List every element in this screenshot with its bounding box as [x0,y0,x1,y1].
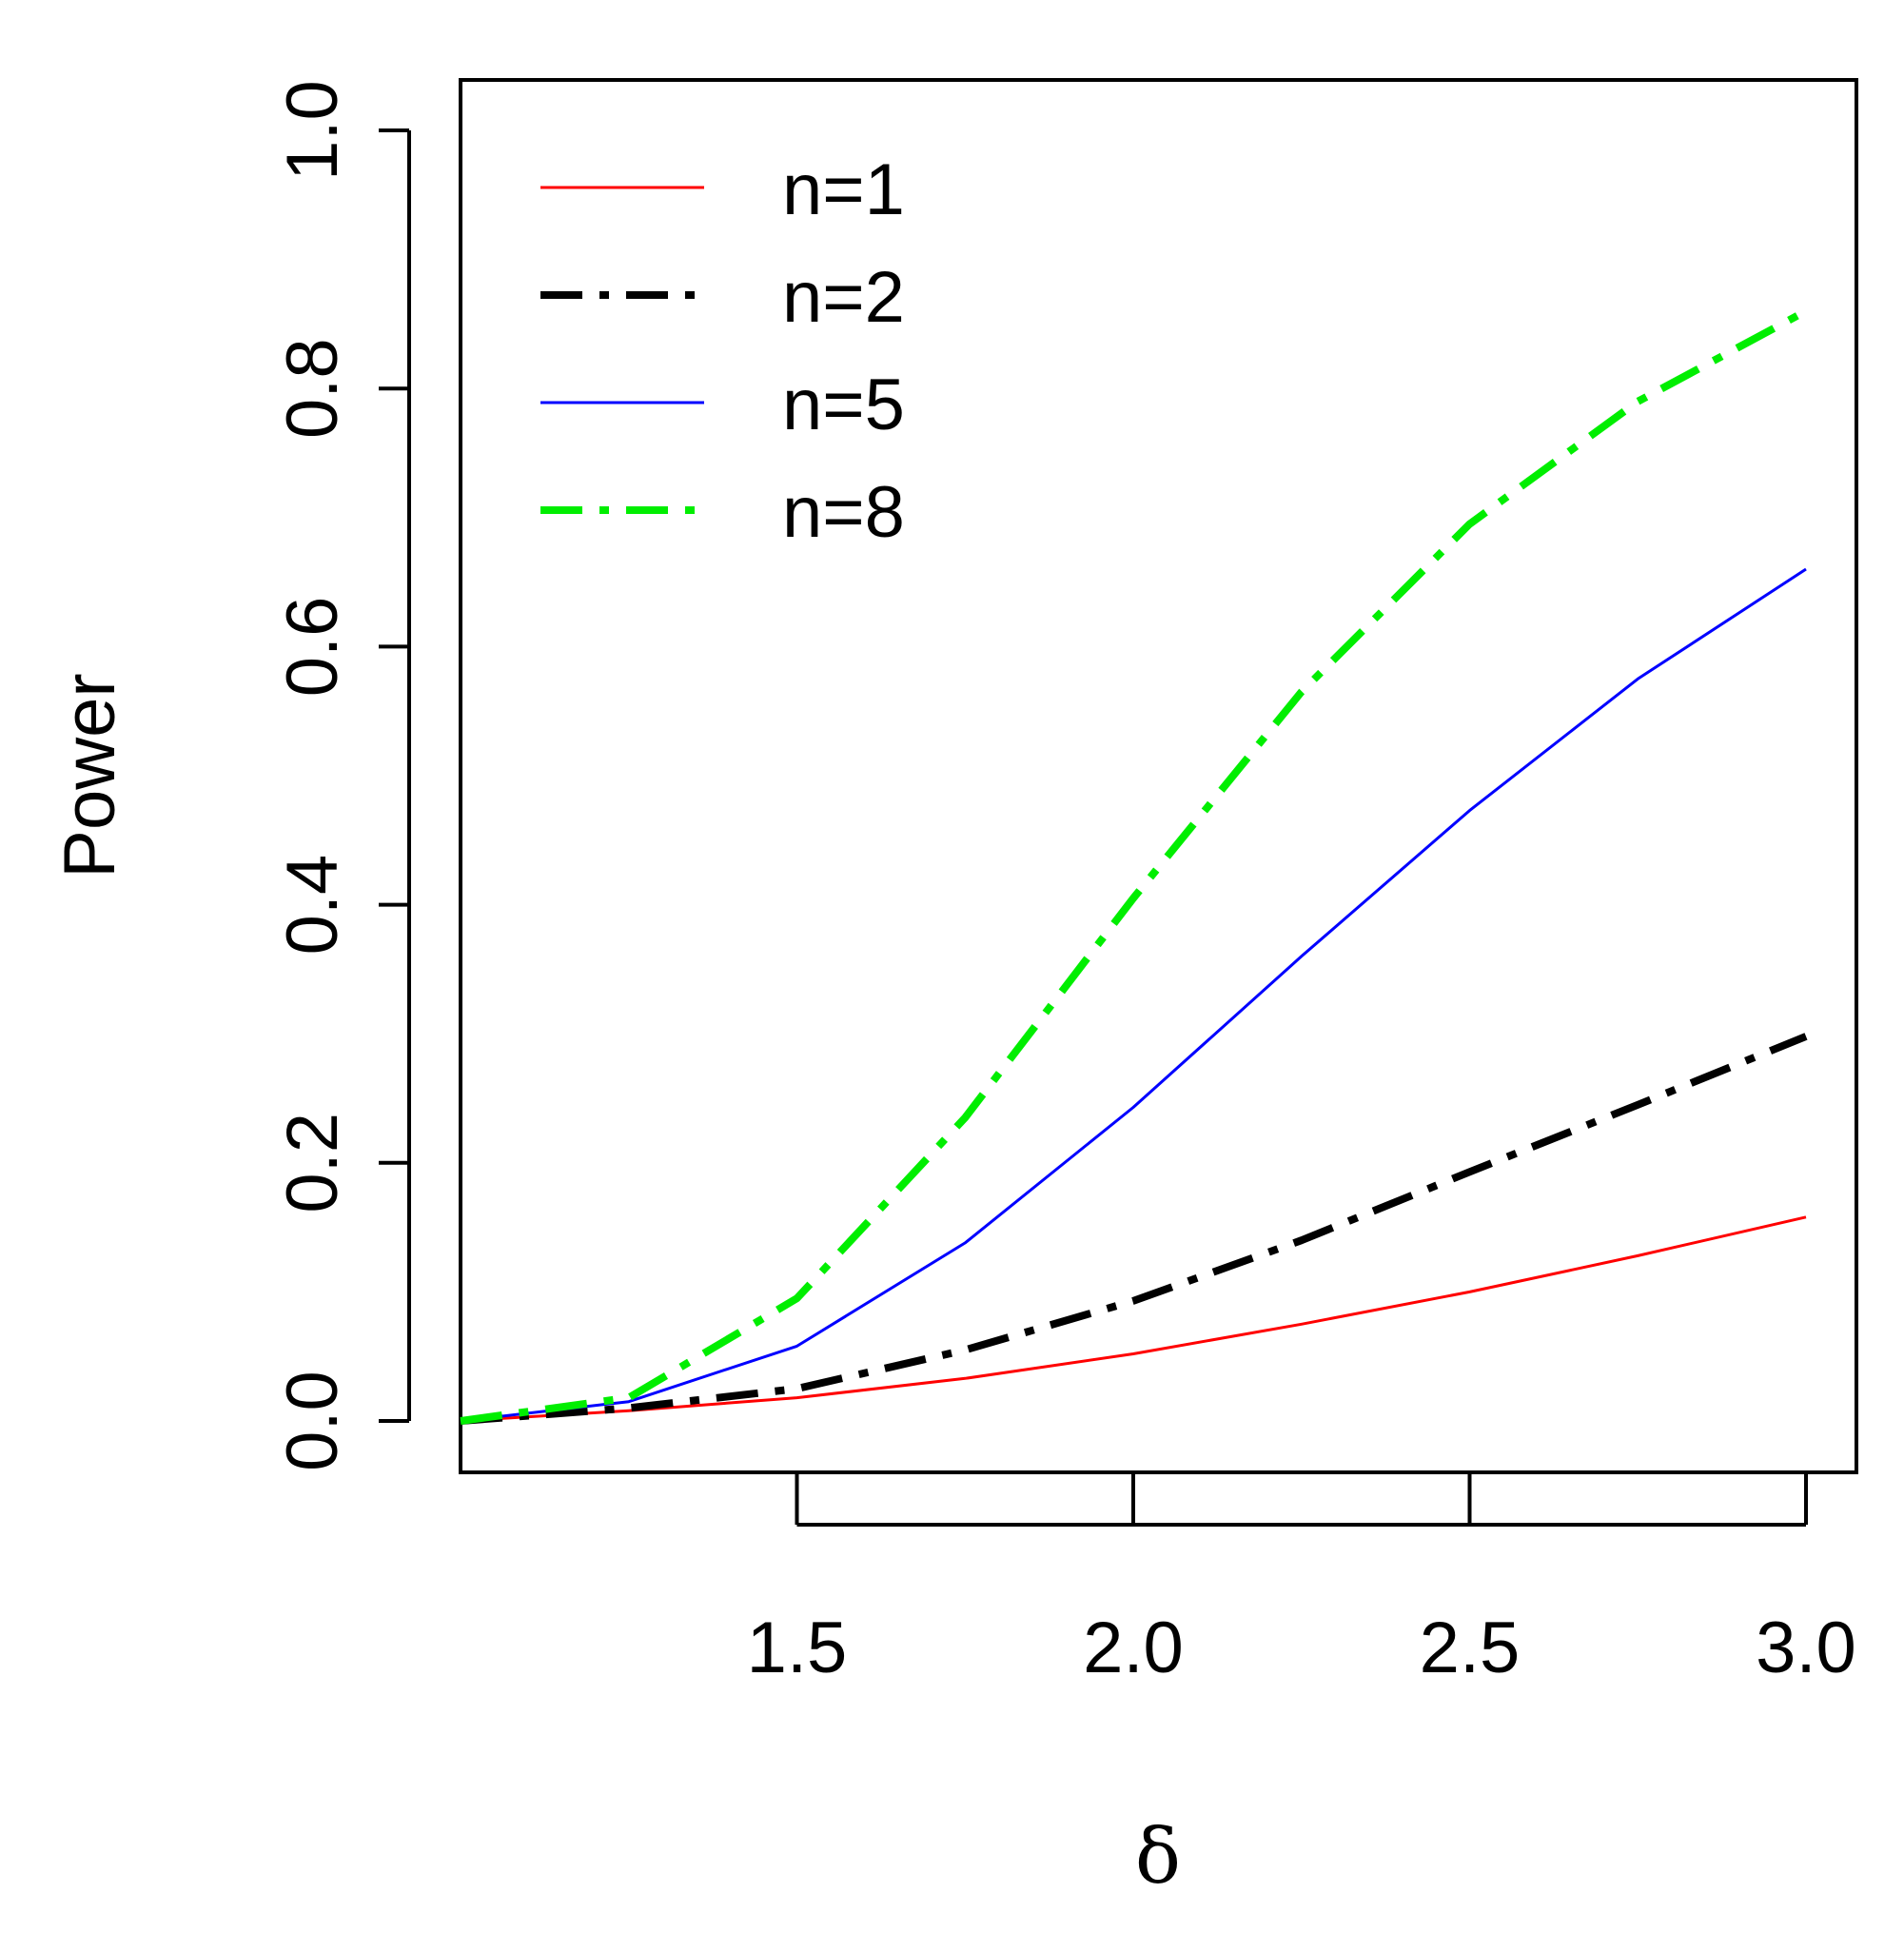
x-axis-title: δ [1135,1812,1181,1901]
y-tick-label: 0.8 [272,338,353,439]
x-tick-label: 2.0 [1083,1608,1184,1688]
x-tick-label: 3.0 [1756,1608,1856,1688]
y-axis-title: Power [49,673,130,878]
x-tick-label: 1.5 [747,1608,848,1688]
y-tick-label: 0.0 [272,1371,353,1471]
series-line-n-1 [460,1215,1807,1423]
legend-label-n-5: n=5 [782,365,905,445]
legend-label-n-8: n=8 [782,472,905,553]
x-axis: 1.5 2.0 2.5 3.0 [747,1472,1856,1688]
series-layer [460,307,1808,1425]
y-tick-label: 0.4 [272,855,353,956]
y-tick-label: 0.6 [272,597,353,698]
series-line-n-5 [460,567,1807,1423]
legend-label-n-1: n=1 [782,149,905,230]
series-line-n-2 [460,1033,1808,1425]
plot-frame [459,78,1858,1474]
y-axis: 0.0 0.2 0.4 0.6 0.8 1.0 [272,80,411,1471]
series-line-n-8 [460,307,1808,1425]
x-tick-label: 2.5 [1420,1608,1521,1688]
y-tick-label: 0.2 [272,1113,353,1213]
legend: n=1 n=2 n=5 n=8 [540,149,905,553]
legend-label-n-2: n=2 [782,257,905,338]
y-tick-label: 1.0 [272,80,353,181]
